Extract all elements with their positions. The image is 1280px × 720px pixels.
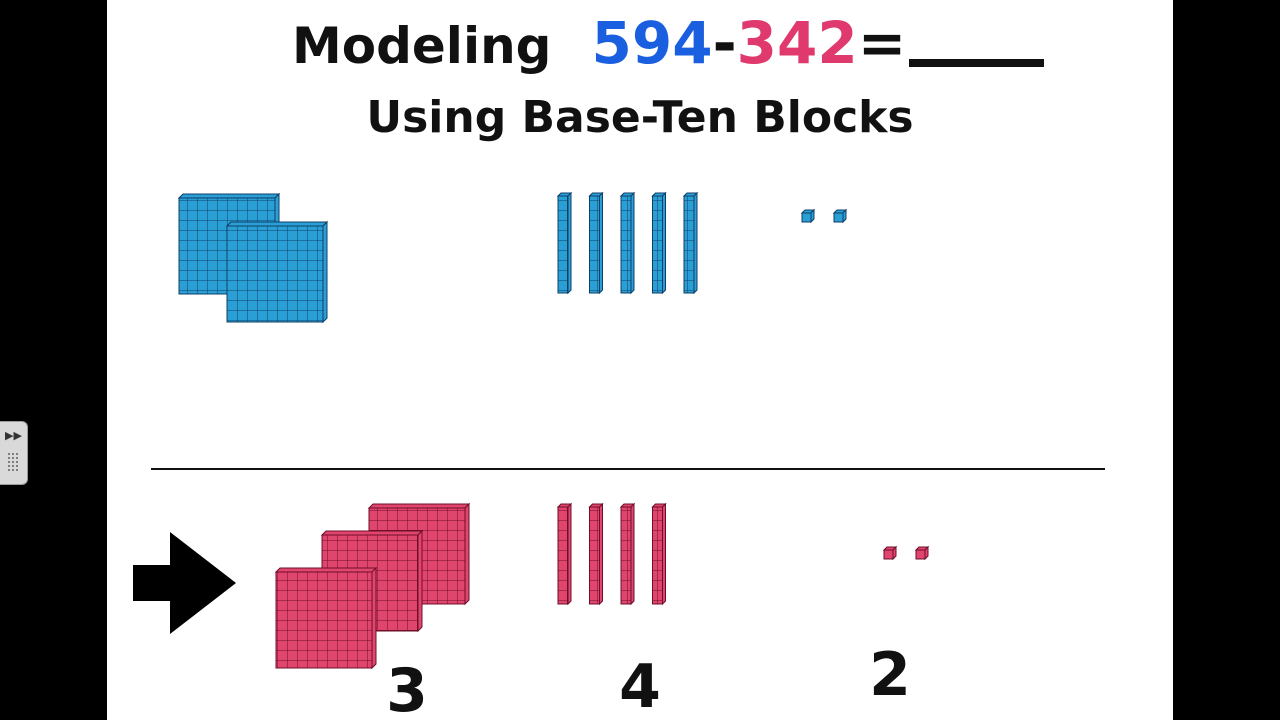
ten-rod: [588, 191, 604, 295]
ten-rod: [556, 502, 573, 606]
unit-cube: [882, 545, 898, 561]
ten-rod: [619, 502, 636, 606]
fast-forward-icon: ▶▶: [5, 429, 22, 442]
slide-title: Modeling 594-342=: [292, 8, 1045, 78]
ten-rod: [588, 502, 604, 606]
ones-digit: 2: [869, 640, 911, 710]
unit-cube: [800, 208, 816, 224]
equals-sign: =: [857, 9, 907, 77]
side-panel-handle[interactable]: ▶▶: [0, 421, 28, 485]
base-ten-blocks: [133, 191, 930, 670]
answer-blank: [909, 59, 1045, 67]
ten-rod: [651, 502, 667, 606]
slide: Modeling 594-342= Using Base-Ten Blocks 3…: [107, 0, 1173, 720]
tens-digit: 4: [619, 652, 661, 720]
hundred-flat: [225, 220, 329, 324]
ten-rod: [682, 191, 699, 295]
hundred-flat: [274, 566, 378, 670]
subtrahend-number: 342: [736, 9, 858, 77]
arrow-icon: [133, 532, 236, 634]
unit-cube: [832, 208, 848, 224]
ten-rod: [619, 191, 636, 295]
slide-subtitle: Using Base-Ten Blocks: [366, 92, 914, 143]
ten-rod: [556, 191, 573, 295]
minuend-number: 594: [591, 9, 713, 77]
divider-line: [151, 468, 1105, 470]
grip-icon: [7, 452, 19, 472]
ten-rod: [651, 191, 667, 295]
title-word: Modeling: [292, 17, 552, 75]
hundreds-digit: 3: [386, 656, 428, 720]
unit-cube: [914, 545, 930, 561]
minus-sign: -: [712, 9, 737, 77]
